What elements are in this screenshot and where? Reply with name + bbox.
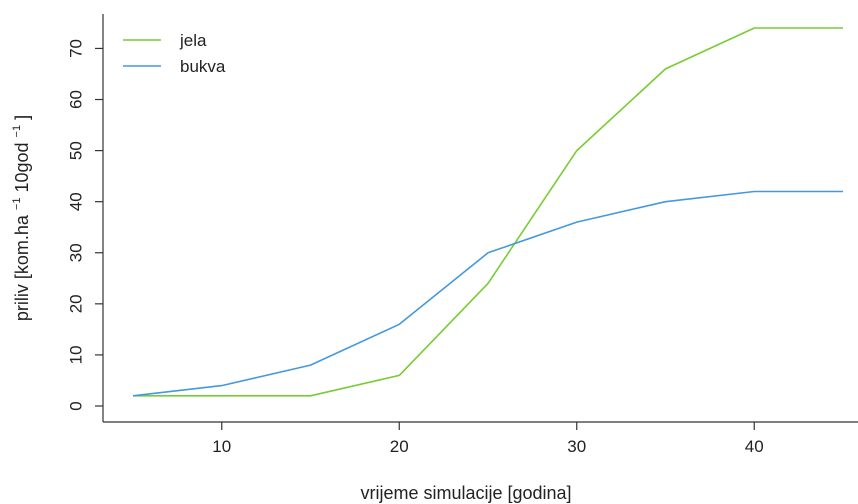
x-axis-title: vrijeme simulacije [godina] (360, 483, 571, 503)
x-tick-label: 30 (567, 437, 586, 456)
y-tick-label: 50 (66, 141, 85, 160)
y-tick-label: 10 (66, 345, 85, 364)
y-tick-label: 30 (66, 243, 85, 262)
x-tick-label: 40 (745, 437, 764, 456)
legend-label-bukva: bukva (180, 57, 226, 76)
series-lines (132, 27, 843, 397)
y-tick-label: 70 (66, 39, 85, 58)
legend-label-jela: jela (179, 31, 207, 50)
legend: jela bukva (123, 31, 226, 76)
y-axis-title-superscript-2: −1 (11, 125, 23, 138)
series-line-jela (133, 27, 843, 397)
axes: 10 20 30 40 0 10 20 30 40 50 60 70 (66, 14, 858, 456)
x-tick-label: 20 (390, 437, 409, 456)
y-axis-title-part-1: priliv [kom.ha (12, 214, 32, 321)
y-tick-label: 0 (66, 401, 85, 410)
y-tick-label: 20 (66, 294, 85, 313)
y-axis-title-part-2: 10god (12, 142, 32, 192)
x-axis-ticks: 10 20 30 40 (212, 422, 764, 456)
y-axis-title-superscript-1: −1 (11, 198, 23, 211)
y-tick-label: 40 (66, 192, 85, 211)
x-tick-label: 10 (212, 437, 231, 456)
series-line-bukva (132, 190, 843, 397)
y-axis-title-part-3: ] (12, 115, 32, 120)
y-tick-label: 60 (66, 90, 85, 109)
y-axis-ticks: 0 10 20 30 40 50 60 70 (66, 39, 103, 411)
y-axis-title: priliv [kom.ha −1 10god −1 ] (4, 115, 32, 321)
